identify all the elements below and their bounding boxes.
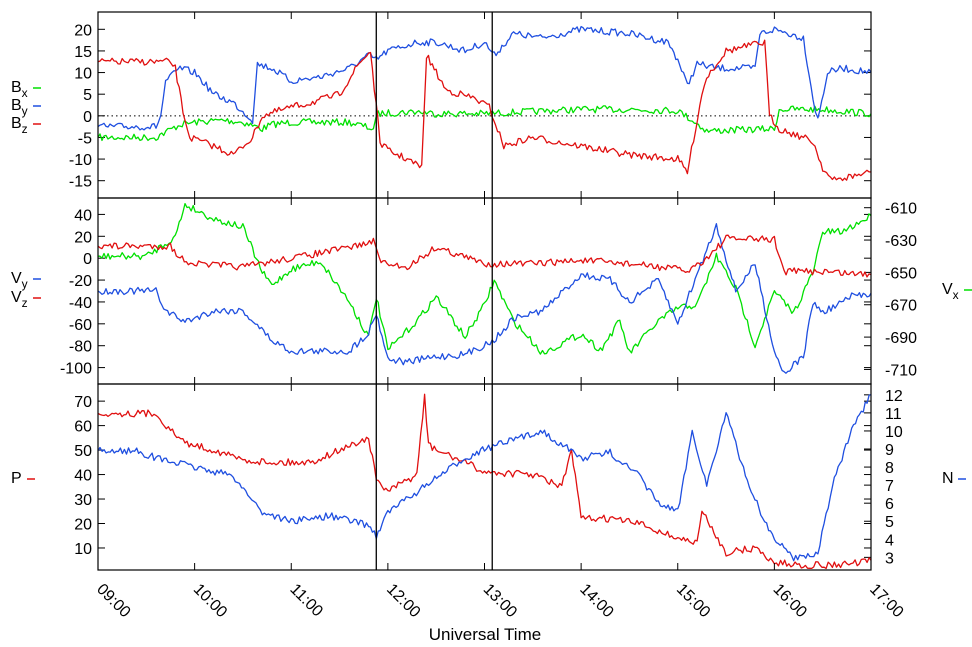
y-tick-label: 20 <box>74 229 92 246</box>
right-y-tick-label: 12 <box>885 388 903 405</box>
series-by-line <box>97 25 872 131</box>
y-tick-label: -40 <box>69 295 92 312</box>
y-tick-label: 70 <box>74 394 92 411</box>
bz-legend-label: Bz <box>11 115 28 136</box>
y-tick-label: 10 <box>74 541 92 558</box>
right-y-tick-label: -670 <box>885 298 917 315</box>
y-tick-label: -10 <box>69 152 92 169</box>
y-tick-label: 0 <box>83 251 92 268</box>
y-tick-label: -5 <box>78 130 92 147</box>
right-y-tick-label: 10 <box>885 424 903 441</box>
right-y-tick-label: 8 <box>885 460 894 477</box>
y-tick-label: -100 <box>60 361 92 378</box>
y-tick-label: -80 <box>69 339 92 356</box>
panel-frame <box>97 197 872 385</box>
series-bz-line <box>97 39 872 182</box>
x-tick-label: 11:00 <box>286 581 326 621</box>
series-vx-line <box>98 202 872 355</box>
y-tick-label: -15 <box>69 174 92 191</box>
y-tick-label: 5 <box>83 87 92 104</box>
y-tick-label: 30 <box>74 492 92 509</box>
series-vy-line <box>97 223 872 374</box>
right-y-tick-label: 5 <box>885 514 894 531</box>
right-y-tick-label: 3 <box>885 550 894 567</box>
right-y-tick-label: -650 <box>885 265 917 282</box>
right-y-tick-label: -710 <box>885 362 917 379</box>
panel-frame <box>97 11 872 199</box>
x-tick-label: 16:00 <box>770 581 810 621</box>
vz-legend-label: Vz <box>11 289 28 310</box>
right-y-tick-label: 11 <box>885 406 902 423</box>
right-y-tick-label: 9 <box>885 442 894 459</box>
vx-legend-label: Vx <box>942 281 959 302</box>
right-y-tick-label: -690 <box>885 330 917 347</box>
panel-frame <box>97 383 872 571</box>
y-tick-label: 15 <box>74 44 92 61</box>
x-tick-label: 14:00 <box>576 581 616 621</box>
n-legend-label: N <box>942 470 954 487</box>
y-tick-label: 0 <box>83 109 92 126</box>
right-y-tick-label: 6 <box>885 496 894 513</box>
y-tick-label: 40 <box>74 468 92 485</box>
x-tick-label: 12:00 <box>383 581 423 621</box>
y-tick-label: 40 <box>74 207 92 224</box>
series-n-line <box>97 394 872 562</box>
y-tick-label: -20 <box>69 273 92 290</box>
series-vz-line <box>97 234 872 278</box>
p-legend-label: P <box>11 470 22 487</box>
y-tick-label: 20 <box>74 517 92 534</box>
series-p-line <box>97 393 872 570</box>
y-tick-label: 10 <box>74 66 92 83</box>
y-tick-label: 20 <box>74 22 92 39</box>
right-y-tick-label: 4 <box>885 532 894 549</box>
right-y-tick-label: -610 <box>885 201 917 218</box>
right-y-tick-label: 7 <box>885 478 894 495</box>
vy-legend-label: Vy <box>11 270 28 291</box>
x-axis-label: Universal Time <box>429 625 541 644</box>
x-tick-label: 15:00 <box>673 581 713 621</box>
series-bx-line <box>97 105 872 142</box>
right-y-tick-label: -630 <box>885 233 917 250</box>
x-tick-label: 09:00 <box>93 581 133 621</box>
y-tick-label: 60 <box>74 419 92 436</box>
y-tick-label: -60 <box>69 317 92 334</box>
y-tick-label: 50 <box>74 443 92 460</box>
x-tick-label: 13:00 <box>480 581 520 621</box>
x-tick-label: 17:00 <box>866 581 906 621</box>
x-tick-label: 10:00 <box>190 581 230 621</box>
